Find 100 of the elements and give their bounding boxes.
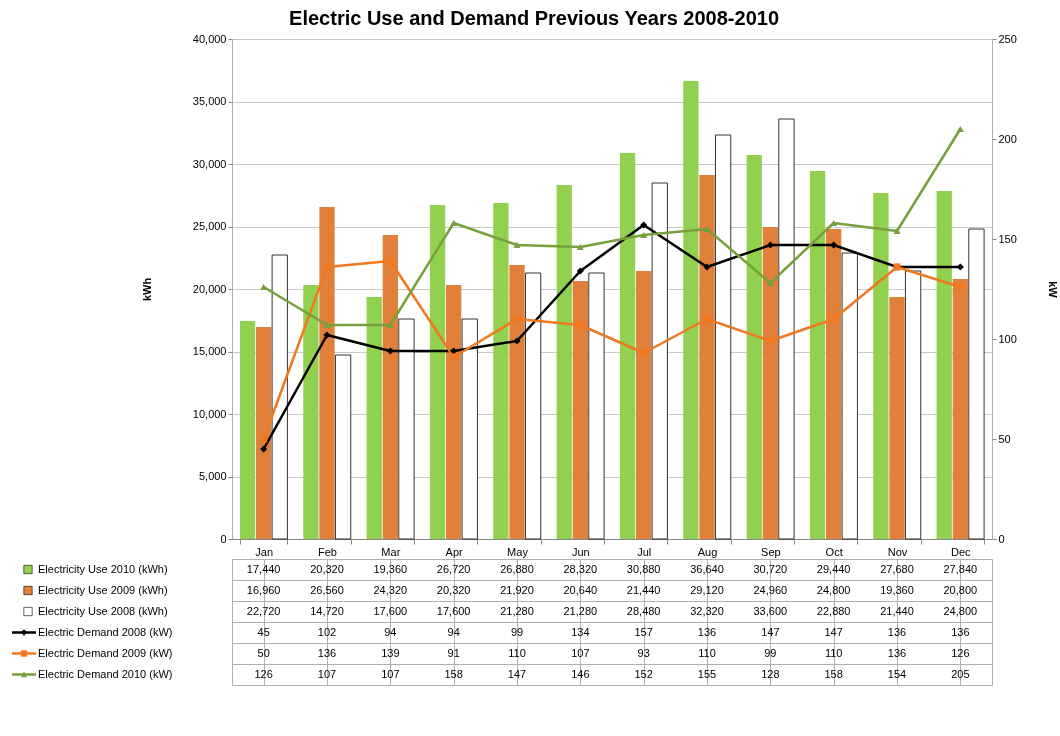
- data-label: 93: [637, 646, 650, 659]
- data-label: 155: [697, 667, 717, 680]
- data-label: 22,720: [246, 604, 281, 617]
- legend-label: Electric Demand 2009 (kW): [38, 646, 173, 659]
- point: [323, 321, 331, 329]
- bar: [952, 279, 968, 539]
- bar: [335, 354, 352, 540]
- data-label: 139: [381, 646, 400, 659]
- legend-label: Electricity Use 2010 (kWh): [38, 562, 168, 575]
- data-label: 26,880: [500, 562, 534, 575]
- data-label: 147: [761, 625, 780, 638]
- bar: [588, 272, 605, 540]
- y-axis-title: kWh: [140, 277, 153, 302]
- bar: [382, 235, 398, 539]
- y2-tick-label: 50: [998, 432, 1011, 445]
- point: [766, 279, 774, 287]
- y-tick-label: 5,000: [198, 470, 227, 482]
- data-label: 99: [510, 625, 524, 638]
- x-tick-label: May: [507, 545, 529, 558]
- data-label: 94: [384, 625, 397, 638]
- legend-label: Electricity Use 2009 (kWh): [38, 583, 168, 596]
- y2-axis-title: kW: [1046, 281, 1059, 299]
- data-label: 24,800: [943, 604, 978, 617]
- data-label: 158: [824, 667, 843, 680]
- bar: [572, 281, 588, 539]
- data-label: 30,720: [753, 562, 788, 575]
- point: [576, 243, 584, 251]
- data-label: 146: [571, 667, 590, 680]
- bar: [366, 297, 382, 539]
- data-label: 107: [317, 667, 337, 680]
- data-label: 27,680: [880, 562, 914, 575]
- bar: [699, 175, 715, 539]
- data-label: 26,720: [436, 562, 471, 575]
- data-label: 33,600: [753, 604, 788, 617]
- data-label: 107: [381, 667, 400, 680]
- x-tick-label: Feb: [318, 545, 337, 558]
- y-tick-label: 15,000: [192, 345, 227, 357]
- data-label: 20,320: [310, 562, 344, 575]
- point: [766, 337, 774, 345]
- point: [830, 315, 838, 323]
- data-label: 136: [951, 625, 970, 638]
- data-label: 126: [254, 667, 273, 680]
- legend-label: Electric Demand 2010 (kW): [38, 667, 173, 680]
- data-label: 21,440: [626, 583, 661, 596]
- bar: [905, 270, 922, 540]
- point: [766, 241, 774, 249]
- bar: [319, 207, 335, 539]
- data-label: 14,720: [310, 604, 344, 617]
- x-tick-label: Sep: [761, 545, 781, 558]
- data-label: 136: [697, 625, 717, 638]
- point: [450, 353, 458, 361]
- bar: [556, 185, 572, 539]
- data-label: 29,120: [690, 583, 724, 596]
- point: [703, 225, 711, 233]
- y2-tick-label: 150: [998, 232, 1017, 245]
- point: [386, 347, 394, 355]
- data-label: 91: [447, 646, 460, 659]
- point: [260, 435, 268, 443]
- data-label: 152: [634, 667, 653, 680]
- data-label: 30,880: [626, 562, 661, 575]
- point: [576, 321, 584, 329]
- bar: [303, 285, 319, 539]
- bar: [493, 203, 509, 539]
- y-tick-label: 25,000: [192, 220, 227, 232]
- data-label: 50: [257, 646, 270, 659]
- bar: [809, 171, 826, 539]
- legend-label: Electricity Use 2008 (kWh): [38, 604, 168, 617]
- data-label: 21,280: [563, 604, 598, 617]
- bar: [746, 155, 762, 539]
- point: [386, 321, 394, 329]
- data-label: 19,360: [373, 562, 408, 575]
- point: [386, 257, 394, 265]
- data-label: 20,320: [436, 583, 471, 596]
- x-tick-label: Jun: [571, 545, 590, 558]
- bar: [239, 321, 256, 539]
- point: [513, 315, 521, 323]
- data-label: 20,800: [943, 583, 978, 596]
- data-label: 136: [887, 625, 907, 638]
- x-tick-label: Aug: [697, 545, 718, 558]
- bar: [936, 191, 952, 539]
- data-label: 28,480: [626, 604, 661, 617]
- x-tick-label: Oct: [825, 545, 843, 558]
- point: [450, 219, 458, 227]
- data-label: 26,560: [310, 583, 344, 596]
- point: [703, 315, 711, 323]
- bar: [429, 205, 446, 539]
- bar: [256, 327, 272, 539]
- y2-tick-label: 200: [998, 132, 1017, 145]
- data-label: 17,440: [246, 562, 281, 575]
- data-label: 24,320: [373, 583, 408, 596]
- bar: [762, 227, 778, 539]
- point: [260, 445, 268, 453]
- data-label: 22,880: [816, 604, 851, 617]
- bar: [619, 153, 636, 539]
- point: [830, 219, 838, 227]
- data-label: 19,360: [880, 583, 914, 596]
- data-label: 17,600: [436, 604, 471, 617]
- y-tick-label: 20,000: [192, 282, 227, 295]
- point: [513, 337, 521, 345]
- data-label: 110: [698, 646, 716, 659]
